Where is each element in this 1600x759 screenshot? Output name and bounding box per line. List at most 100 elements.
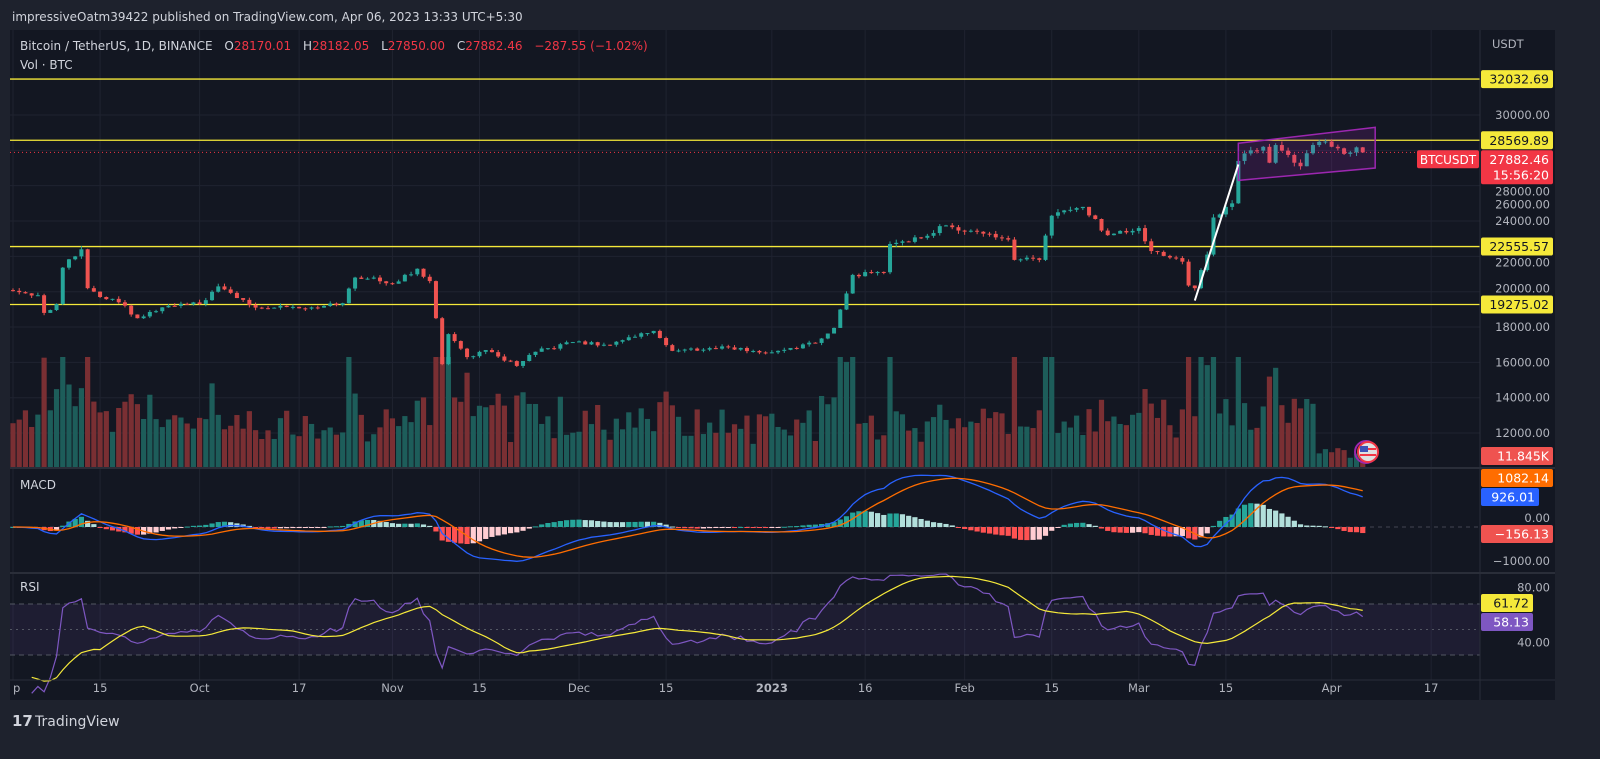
macd-histogram-bar bbox=[190, 525, 196, 527]
volume-bar bbox=[595, 404, 601, 467]
candle bbox=[17, 290, 22, 293]
time-axis[interactable]: p 15 Oct 17 Nov 15 Dec 15 2023 16 Feb 15 Mar 15 Apr 17 bbox=[13, 681, 1438, 695]
volume-bar bbox=[707, 422, 713, 467]
volume-bar bbox=[843, 361, 850, 467]
macd-histogram-bar bbox=[595, 521, 601, 527]
candle bbox=[433, 281, 438, 319]
candle bbox=[315, 307, 320, 309]
open-value: 28170.01 bbox=[234, 39, 291, 53]
candle bbox=[1043, 235, 1048, 260]
volume-bar bbox=[1297, 408, 1304, 467]
volume-bar bbox=[924, 421, 930, 467]
macd-histogram-bar bbox=[682, 527, 688, 529]
macd-histogram-bar bbox=[862, 510, 868, 527]
volume-bar bbox=[1241, 403, 1248, 467]
macd-histogram-bar bbox=[290, 527, 296, 529]
candle bbox=[1342, 148, 1347, 154]
macd-histogram-bar bbox=[1235, 508, 1241, 527]
macd-histogram-bar bbox=[694, 527, 700, 529]
candle bbox=[545, 348, 550, 350]
volume-bar bbox=[122, 401, 128, 467]
candle bbox=[1062, 210, 1067, 213]
candle bbox=[564, 342, 569, 345]
candle bbox=[1360, 147, 1365, 153]
volume-bar bbox=[738, 428, 744, 467]
candle bbox=[452, 334, 457, 342]
macd-histogram-bar bbox=[215, 522, 221, 527]
candle bbox=[1230, 203, 1235, 207]
candle bbox=[776, 350, 781, 353]
volume-bar bbox=[968, 421, 974, 467]
macd-histogram-bar bbox=[209, 523, 215, 527]
macd-histogram-bar bbox=[1304, 525, 1310, 527]
level-price-label: 28569.89 bbox=[1489, 133, 1549, 148]
volume-bar bbox=[582, 410, 588, 467]
macd-histogram-bar bbox=[657, 522, 663, 527]
macd-histogram-bar bbox=[881, 514, 887, 527]
candle bbox=[166, 305, 171, 308]
macd-histogram-bar bbox=[85, 520, 91, 527]
volume-bar bbox=[980, 408, 986, 467]
volume-bar bbox=[1142, 389, 1148, 467]
candle bbox=[359, 277, 364, 279]
volume-bar bbox=[464, 372, 470, 467]
macd-histogram-bar bbox=[1266, 508, 1273, 527]
volume-bar bbox=[184, 423, 190, 467]
macd-histogram-bar bbox=[837, 519, 843, 527]
volume-bar bbox=[700, 434, 707, 467]
trend-line bbox=[1193, 164, 1240, 301]
volume-bar bbox=[1198, 357, 1204, 467]
us-flag-event-icon[interactable] bbox=[1354, 440, 1379, 464]
volume-bar bbox=[290, 434, 296, 467]
candle bbox=[266, 308, 271, 310]
high-value: 28182.05 bbox=[312, 39, 369, 53]
candle bbox=[987, 233, 992, 235]
tradingview-logo[interactable]: 17 TradingView bbox=[12, 712, 120, 730]
symbol-label-box bbox=[1417, 150, 1479, 169]
volume-bar bbox=[1030, 428, 1036, 467]
time-tick: 15 bbox=[93, 681, 108, 695]
volume-bar bbox=[91, 401, 97, 467]
candle bbox=[769, 352, 774, 354]
volume-bar bbox=[165, 419, 172, 467]
volume-bar bbox=[458, 401, 464, 467]
macd-histogram-bar bbox=[352, 521, 358, 527]
volume-bar bbox=[1179, 409, 1185, 467]
tradingview-brand: TradingView bbox=[34, 714, 120, 730]
candle bbox=[595, 342, 600, 346]
volume-bar bbox=[1036, 410, 1042, 467]
candle bbox=[216, 286, 221, 292]
volume-bar bbox=[812, 440, 818, 467]
macd-histogram-bar bbox=[1024, 527, 1030, 541]
candle bbox=[1317, 141, 1322, 146]
candle bbox=[427, 276, 432, 282]
candle bbox=[720, 346, 725, 349]
candle bbox=[247, 299, 252, 305]
volume-bar bbox=[1235, 357, 1241, 467]
candle bbox=[819, 338, 824, 343]
macd-histogram-bar bbox=[968, 527, 974, 531]
candle bbox=[353, 277, 358, 289]
volume-bar bbox=[756, 414, 762, 467]
volume-bar bbox=[918, 441, 924, 467]
candle bbox=[539, 348, 544, 352]
macd-histogram-bar bbox=[1011, 527, 1018, 539]
macd-histogram-bar bbox=[1353, 527, 1360, 533]
macd-histogram-bar bbox=[912, 517, 918, 527]
macd-histogram-bar bbox=[1061, 524, 1067, 527]
change-value: −287.55 (−1.02%) bbox=[534, 39, 647, 53]
candle bbox=[446, 334, 451, 365]
macd-histogram-bar bbox=[172, 527, 178, 529]
macd-histogram-bar bbox=[501, 527, 507, 535]
macd-histogram-bar bbox=[197, 525, 203, 527]
macd-histogram-bar bbox=[284, 527, 290, 529]
candle bbox=[751, 350, 756, 352]
candle bbox=[297, 306, 302, 309]
macd-histogram-bar bbox=[508, 527, 514, 534]
drawings[interactable] bbox=[1193, 126, 1376, 301]
macd-histogram-bar bbox=[955, 527, 962, 528]
volume-bar bbox=[1335, 448, 1341, 467]
candle bbox=[589, 342, 594, 345]
